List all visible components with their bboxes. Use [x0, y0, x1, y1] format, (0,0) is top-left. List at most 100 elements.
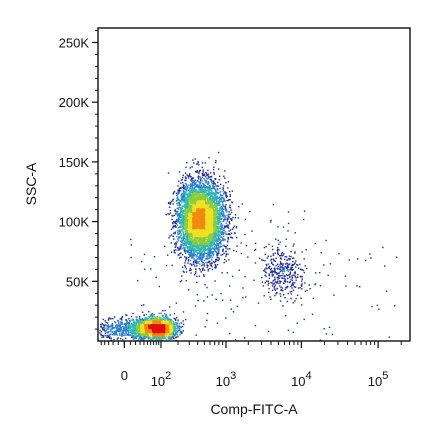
event-dot — [200, 198, 202, 200]
event-dot — [139, 331, 141, 334]
event-dot — [194, 233, 197, 235]
event-dot — [161, 319, 163, 322]
event-dot — [176, 325, 178, 327]
event-dot — [301, 283, 303, 285]
event-dot — [116, 327, 118, 330]
event-dot — [221, 239, 224, 241]
event-dot — [208, 211, 210, 213]
event-dot — [180, 208, 182, 210]
event-dot — [177, 238, 179, 240]
event-dot — [215, 192, 217, 194]
event-dot — [190, 200, 192, 202]
event-dot — [271, 282, 273, 284]
event-dot — [140, 334, 142, 336]
event-dot — [294, 276, 296, 278]
event-dot — [201, 192, 203, 194]
event-dot — [135, 324, 137, 326]
event-dot — [177, 320, 179, 322]
event-dot — [195, 272, 197, 275]
event-dot — [132, 338, 134, 340]
event-dot — [109, 326, 111, 328]
event-dot — [194, 195, 196, 198]
event-dot — [292, 283, 294, 285]
event-dot — [292, 289, 295, 291]
event-dot — [221, 236, 223, 238]
event-dot — [141, 318, 143, 320]
event-dot — [212, 235, 215, 238]
event-dot — [365, 259, 367, 262]
event-dot — [183, 235, 185, 238]
event-dot — [133, 324, 135, 326]
event-dot — [306, 267, 308, 270]
event-dot — [197, 251, 199, 254]
event-dot — [206, 198, 209, 200]
event-dot — [278, 249, 280, 251]
event-dot — [210, 245, 212, 247]
event-dot — [191, 246, 193, 249]
event-dot — [196, 163, 198, 165]
event-dot — [291, 283, 293, 285]
event-dot — [123, 334, 125, 337]
event-dot — [196, 241, 198, 243]
event-dot — [285, 315, 287, 317]
event-dot — [171, 323, 173, 325]
event-dot — [186, 193, 188, 195]
event-dot — [221, 195, 224, 197]
event-dot — [186, 225, 188, 227]
event-dot — [165, 316, 168, 319]
event-dot — [213, 210, 215, 213]
event-dot — [183, 228, 185, 230]
event-dot — [115, 333, 117, 335]
event-dot — [181, 243, 183, 246]
event-dot — [137, 333, 140, 336]
event-dot — [194, 243, 196, 246]
event-dot — [209, 176, 211, 178]
event-dot — [202, 169, 204, 171]
event-dot — [211, 223, 213, 225]
event-dot — [132, 331, 135, 333]
event-dot — [219, 202, 221, 204]
event-dot — [197, 178, 200, 180]
event-dot — [290, 293, 293, 295]
event-dot — [213, 193, 215, 195]
event-dot — [274, 252, 276, 254]
event-dot — [108, 317, 110, 319]
event-dot — [279, 280, 281, 282]
event-dot — [207, 175, 209, 177]
event-dot — [125, 324, 127, 326]
event-dot — [176, 212, 178, 214]
event-dot — [133, 322, 136, 324]
event-dot — [209, 197, 211, 199]
event-dot — [225, 255, 227, 257]
event-dot — [192, 201, 194, 203]
event-dot — [245, 296, 247, 298]
event-dot — [220, 222, 223, 225]
event-dot — [271, 262, 273, 264]
event-dot — [185, 241, 187, 243]
event-dot — [100, 331, 103, 333]
event-dot — [227, 248, 229, 250]
event-dot — [127, 326, 129, 328]
event-dot — [211, 268, 214, 271]
event-dot — [183, 187, 185, 189]
event-dot — [172, 203, 174, 205]
event-dot — [214, 280, 216, 282]
event-dot — [183, 212, 185, 215]
event-dot — [219, 220, 222, 222]
event-dot — [144, 318, 146, 321]
event-dot — [126, 322, 128, 324]
event-dot — [218, 175, 221, 177]
event-dot — [190, 248, 193, 250]
event-dot — [191, 249, 193, 251]
event-dot — [191, 189, 193, 191]
event-dot — [261, 281, 263, 283]
event-dot — [207, 251, 209, 253]
event-dot — [200, 241, 202, 243]
event-dot — [173, 327, 175, 329]
event-dot — [190, 195, 193, 197]
event-dot — [223, 244, 225, 246]
event-dot — [128, 329, 130, 331]
event-dot — [211, 205, 213, 207]
event-dot — [185, 267, 187, 270]
event-dot — [212, 250, 214, 253]
